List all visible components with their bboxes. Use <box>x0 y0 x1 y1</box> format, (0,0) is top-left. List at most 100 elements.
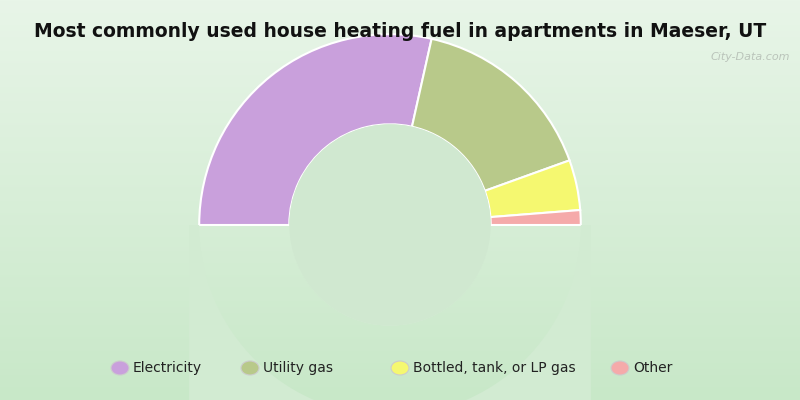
Bar <box>0 97 800 100</box>
Bar <box>0 153 800 156</box>
Bar <box>0 225 800 228</box>
Bar <box>0 279 800 282</box>
Bar <box>0 173 800 176</box>
Bar <box>0 163 800 166</box>
Bar <box>0 341 800 344</box>
Text: Electricity: Electricity <box>133 361 202 375</box>
Bar <box>0 193 800 196</box>
Wedge shape <box>412 39 570 191</box>
Bar <box>0 171 800 174</box>
Bar <box>0 89 800 92</box>
Bar <box>0 293 800 296</box>
Bar <box>0 11 800 14</box>
Bar <box>0 231 800 234</box>
Bar <box>0 121 800 124</box>
Bar <box>0 391 800 394</box>
Bar <box>0 263 800 266</box>
Bar <box>0 261 800 264</box>
Bar <box>0 373 800 376</box>
Bar <box>0 255 800 258</box>
Bar <box>0 33 800 36</box>
Bar <box>0 295 800 298</box>
Bar <box>0 345 800 348</box>
Bar <box>0 385 800 388</box>
Bar <box>0 313 800 316</box>
Bar <box>0 343 800 346</box>
Bar <box>0 217 800 220</box>
Bar <box>0 367 800 370</box>
Bar <box>0 27 800 30</box>
Bar <box>0 51 800 54</box>
Bar <box>0 363 800 366</box>
Bar <box>0 375 800 378</box>
Bar <box>0 291 800 294</box>
Bar <box>0 159 800 162</box>
Bar <box>0 379 800 382</box>
Bar <box>0 227 800 230</box>
Bar <box>0 165 800 168</box>
Bar <box>0 95 800 98</box>
Bar <box>0 111 800 114</box>
Bar <box>0 221 800 224</box>
Bar <box>0 315 800 318</box>
Bar <box>0 309 800 312</box>
Bar <box>0 327 800 330</box>
Bar <box>0 57 800 60</box>
Bar <box>0 251 800 254</box>
Bar <box>0 13 800 16</box>
Bar <box>0 265 800 268</box>
Wedge shape <box>485 160 580 217</box>
Bar <box>0 117 800 120</box>
Bar <box>0 387 800 390</box>
Bar <box>0 241 800 244</box>
Bar <box>0 175 800 178</box>
Bar <box>0 395 800 398</box>
Bar <box>0 259 800 262</box>
Bar <box>0 369 800 372</box>
Bar <box>0 167 800 170</box>
Bar <box>0 333 800 336</box>
Text: Utility gas: Utility gas <box>263 361 333 375</box>
Bar <box>0 267 800 270</box>
Bar <box>0 207 800 210</box>
Bar <box>0 35 800 38</box>
Bar <box>0 397 800 400</box>
Bar <box>0 353 800 356</box>
Bar <box>0 377 800 380</box>
Bar <box>0 371 800 374</box>
Ellipse shape <box>111 361 129 375</box>
Bar <box>0 63 800 66</box>
Bar <box>0 59 800 62</box>
Bar <box>0 201 800 204</box>
Bar <box>0 157 800 160</box>
Bar <box>0 187 800 190</box>
Bar <box>0 195 800 198</box>
Bar <box>0 305 800 308</box>
Bar <box>194 225 586 400</box>
Bar <box>0 223 800 226</box>
Bar <box>0 125 800 128</box>
Bar <box>0 19 800 22</box>
Bar <box>0 277 800 280</box>
Polygon shape <box>190 225 590 400</box>
Bar <box>0 137 800 140</box>
Bar <box>0 275 800 278</box>
Bar <box>0 7 800 10</box>
Bar <box>0 213 800 216</box>
Bar <box>0 67 800 70</box>
Bar <box>0 17 800 20</box>
Bar <box>0 303 800 306</box>
Bar <box>0 77 800 80</box>
Bar <box>0 25 800 28</box>
Bar <box>0 321 800 324</box>
Bar <box>0 325 800 328</box>
Bar <box>0 205 800 208</box>
Bar <box>0 135 800 138</box>
Bar <box>0 211 800 214</box>
Bar <box>0 31 800 34</box>
Ellipse shape <box>611 361 629 375</box>
Bar <box>0 161 800 164</box>
Bar <box>0 73 800 76</box>
Bar <box>0 61 800 64</box>
Bar <box>0 257 800 260</box>
